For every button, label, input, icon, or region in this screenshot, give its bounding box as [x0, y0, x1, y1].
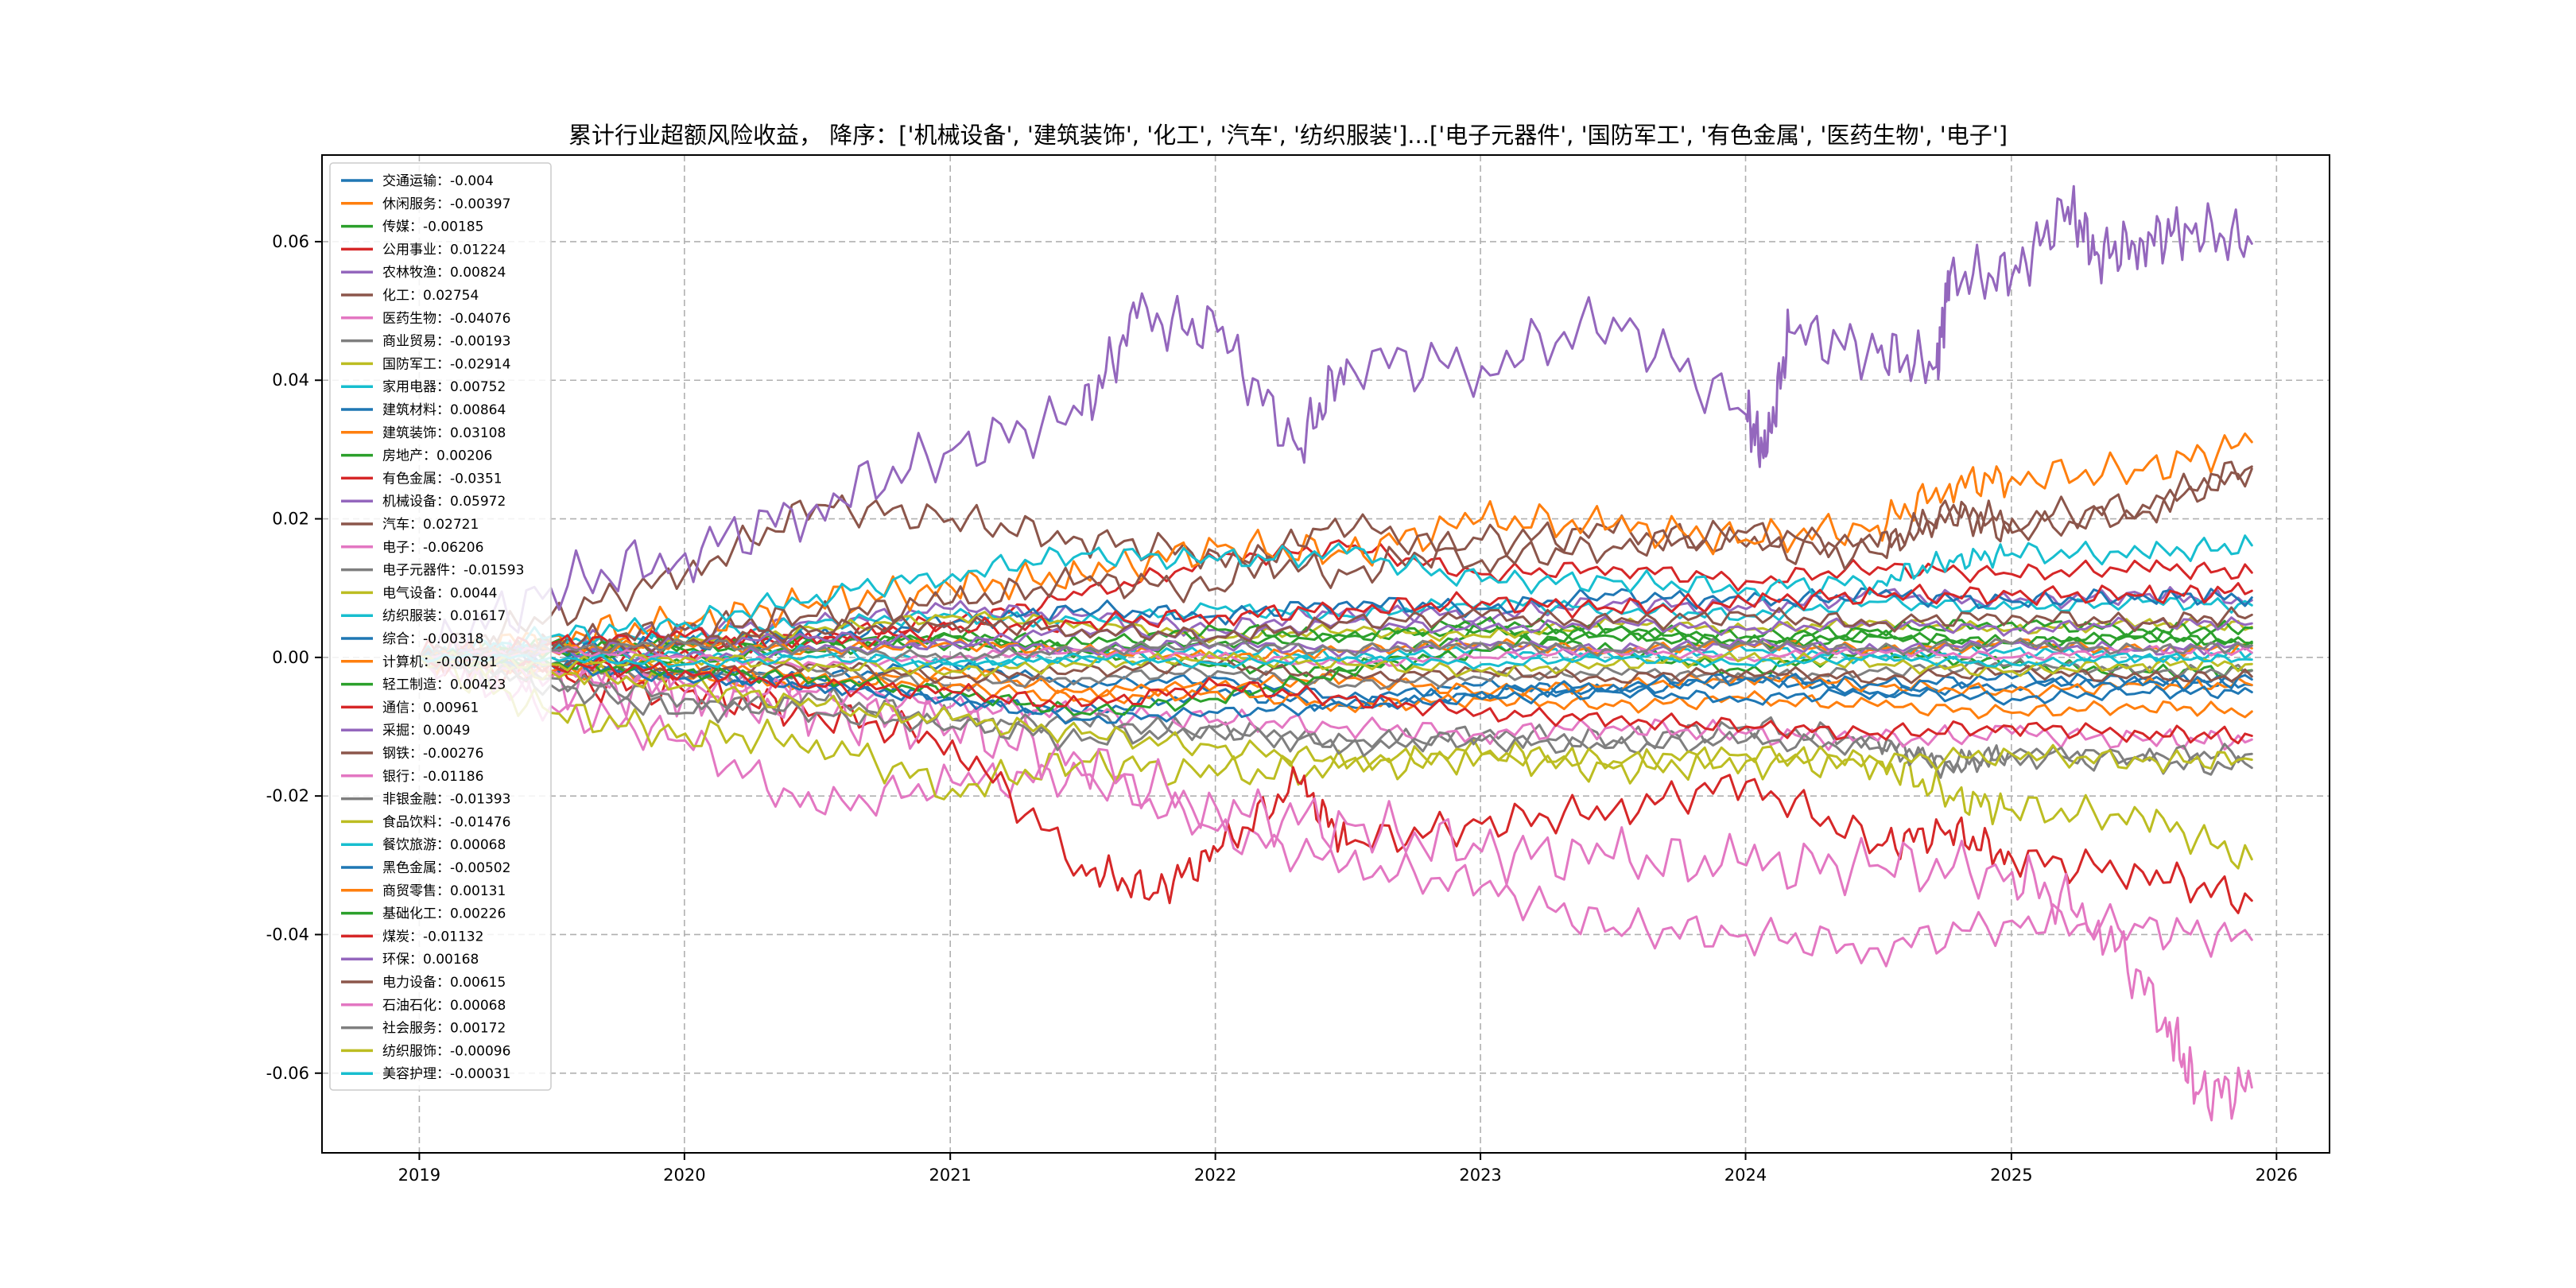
series-line-25: [418, 652, 2253, 685]
series-line-23: [418, 582, 2253, 664]
legend-entry-label: 基础化工：0.00226: [382, 906, 506, 922]
legend-entry-label: 食品饮料：-0.01476: [382, 814, 510, 830]
legend-entry-label: 电力设备：0.00615: [382, 975, 506, 991]
series-line-33: [418, 650, 2253, 745]
x-tick-label: 2025: [1990, 1166, 2032, 1185]
legend-entry-label: 环保：0.00168: [382, 952, 479, 968]
legend-entry-label: 银行：-0.01186: [382, 769, 483, 785]
legend-entry-label: 轻工制造：0.00423: [382, 677, 506, 693]
legend-entry-label: 汽车：0.02721: [382, 517, 479, 533]
legend-entry-label: 美容护理：-0.00031: [382, 1066, 510, 1082]
series-line-19: [418, 534, 2253, 661]
series-line-35: [418, 606, 2253, 666]
legend-entry-label: 电子：-0.06206: [382, 540, 483, 556]
legend-entry-label: 机械设备：0.05972: [382, 494, 506, 510]
legend-entry-label: 家用电器：0.00752: [382, 379, 506, 395]
plot-area-frame: [321, 154, 2330, 1154]
legend-entry-label: 商贸零售：0.00131: [382, 883, 506, 899]
legend-entry-label: 商业贸易：-0.00193: [382, 334, 510, 350]
legend-entry-label: 钢铁：-0.00276: [382, 746, 483, 762]
x-tick-label: 2024: [1724, 1166, 1767, 1185]
y-axis-ticks: -0.06 -0.04 -0.02 0.00 0.02 0.04 0.06: [266, 232, 322, 1083]
y-tick-label: -0.02: [266, 786, 309, 805]
legend-box: [329, 162, 552, 1091]
x-tick-label: 2019: [398, 1166, 440, 1185]
legend-entry-label: 有色金属：-0.0351: [382, 471, 502, 487]
legend-entry-label: 纺织服饰：-0.00096: [382, 1043, 510, 1059]
series-line-37: [418, 637, 2253, 662]
legend-entry-label: 煤炭：-0.01132: [382, 929, 483, 945]
x-tick-label: 2022: [1194, 1166, 1236, 1185]
legend: 交通运输：-0.004 休闲服务：-0.00397 传媒：-0.00185 公用事业：…: [329, 162, 552, 1091]
series-line-5: [418, 460, 2253, 664]
series-line-14: [418, 184, 2253, 668]
series-line-8: [418, 646, 2253, 870]
legend-entry-label: 国防军工：-0.02914: [382, 356, 510, 372]
x-tick-label: 2023: [1459, 1166, 1501, 1185]
legend-entry-label: 建筑材料：0.00864: [382, 402, 506, 418]
legend-entry-label: 传媒：-0.00185: [382, 219, 483, 235]
series-line-7: [418, 652, 2253, 692]
legend-entry-label: 通信：0.00961: [382, 700, 479, 716]
x-tick-label: 2020: [663, 1166, 705, 1185]
y-tick-label: 0.02: [272, 510, 309, 529]
legend-entry-label: 计算机：-0.00781: [382, 654, 497, 670]
y-tick-label: 0.06: [272, 232, 309, 251]
legend-entry-label: 采掘：0.0049: [382, 723, 470, 739]
legend-entry-label: 综合：-0.00318: [382, 631, 483, 647]
legend-entry-label: 房地产：0.00206: [382, 448, 492, 464]
legend-entry-label: 餐饮旅游：0.00068: [382, 837, 506, 853]
y-tick-label: 0.00: [272, 648, 309, 667]
legend-entry-label: 休闲服务：-0.00397: [382, 196, 510, 212]
series-line-30: [418, 651, 2253, 725]
legend-entry-label: 医药生物：-0.04076: [382, 311, 510, 327]
legend-entry-label: 电气设备：0.0044: [382, 585, 497, 601]
y-tick-label: -0.06: [266, 1064, 309, 1083]
series-lines: [418, 184, 2253, 1122]
series-line-39: [418, 652, 2253, 670]
legend-entry-label: 公用事业：0.01224: [382, 242, 506, 258]
legend-entry-label: 化工：0.02754: [382, 288, 479, 304]
series-line-13: [418, 638, 2253, 914]
chart-title: 累计行业超额风险收益， 降序：['机械设备', '建筑装饰', '化工', '汽…: [568, 122, 2008, 149]
y-tick-label: -0.04: [266, 925, 309, 944]
series-line-26: [418, 648, 2253, 751]
y-tick-label: 0.04: [272, 370, 309, 390]
legend-entry-label: 黑色金属：-0.00502: [382, 860, 510, 876]
legend-entry-label: 建筑装饰：0.03108: [382, 425, 506, 441]
x-axis-ticks: 2019 2020 2021 2022 2023 2024 2025 2026: [398, 1153, 2298, 1185]
x-tick-label: 2026: [2256, 1166, 2298, 1185]
legend-entry-label: 非银金融：-0.01393: [382, 792, 510, 808]
legend-entry-label: 纺织服装：0.01617: [382, 608, 506, 624]
series-line-28: [418, 651, 2253, 774]
legend-entry-label: 农林牧渔：0.00824: [382, 265, 506, 281]
legend-entry-label: 交通运输：-0.004: [382, 173, 494, 189]
series-line-9: [418, 593, 2253, 664]
legend-entry-label: 石油石化：0.00068: [382, 998, 506, 1014]
x-tick-label: 2021: [929, 1166, 971, 1185]
series-line-27: [418, 650, 2253, 770]
legend-entry-label: 电子元器件：-0.01593: [382, 563, 524, 579]
legend-entry-label: 社会服务：0.00172: [382, 1021, 506, 1037]
series-line-6: [418, 656, 2253, 968]
